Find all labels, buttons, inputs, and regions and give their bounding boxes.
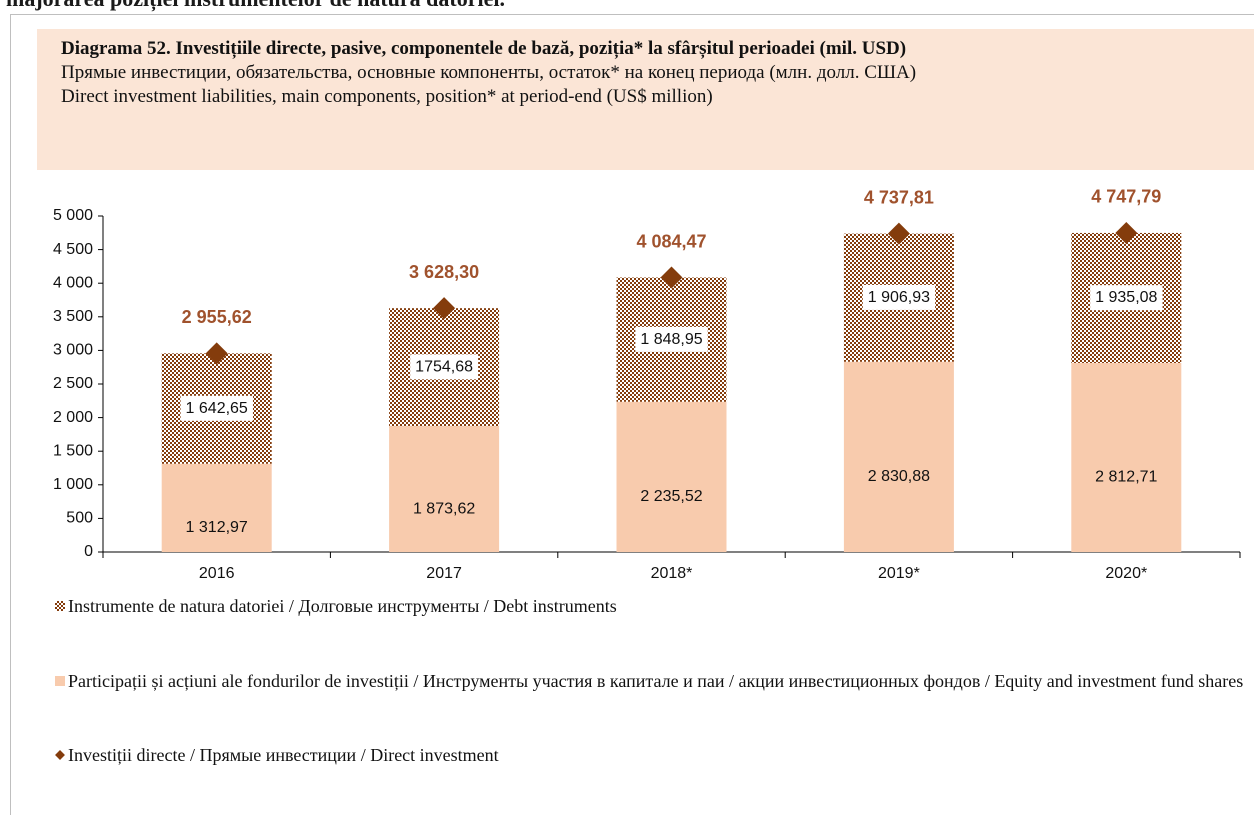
legend-entry: Participații și acțiuni ale fondurilor d… (55, 669, 1254, 693)
value-label-box (1090, 285, 1163, 311)
bar-segment (616, 401, 727, 552)
value-label: 2 830,88 (868, 468, 930, 485)
x-tick-label: 2017 (426, 565, 462, 582)
marker (433, 297, 456, 320)
value-label: 1 873,62 (413, 500, 475, 517)
legend-swatch (55, 601, 65, 611)
heading: majorarea poziției instrumentelor de nat… (6, 0, 505, 12)
bar-segment (843, 361, 954, 552)
marker (205, 342, 228, 365)
value-label: 2 955,62 (182, 307, 252, 327)
y-tick-label: 4 000 (53, 274, 93, 291)
x-tick-label: 2016 (199, 565, 235, 582)
bar-segment (389, 426, 500, 552)
value-label: 1754,68 (415, 358, 473, 375)
y-tick-label: 3 000 (53, 342, 93, 359)
legend-label: Investiții directe / Прямые инвестиции /… (68, 745, 499, 765)
y-tick-label: 2 500 (53, 375, 93, 392)
value-label: 1 642,65 (186, 400, 248, 417)
frame-line (10, 14, 11, 815)
legend-swatch (55, 750, 65, 760)
legend-entry: Instrumente de natura datoriei / Долговы… (55, 594, 1254, 618)
value-label: 1 906,93 (868, 289, 930, 306)
value-label: 4 084,47 (636, 231, 706, 251)
legend-entry: Investiții directe / Прямые инвестиции /… (55, 743, 1254, 767)
legend-label: Instrumente de natura datoriei / Долговы… (68, 596, 617, 616)
x-tick-label: 2019* (878, 565, 920, 582)
marker (1115, 221, 1138, 244)
value-label: 1 848,95 (640, 331, 702, 348)
chart-subtitle: Прямые инвестиции, обязательства, основн… (61, 62, 917, 83)
y-tick-label: 2 000 (53, 409, 93, 426)
value-label: 3 628,30 (409, 262, 479, 282)
value-label-box (635, 326, 708, 352)
value-label: 1 312,97 (186, 519, 248, 536)
value-label: 4 737,81 (864, 187, 934, 207)
value-label: 4 747,79 (1091, 187, 1161, 207)
value-label: 2 235,52 (640, 488, 702, 505)
value-label-box (180, 395, 253, 421)
chart-title: Diagrama 52. Investițiile directe, pasiv… (61, 38, 907, 59)
frame-line (10, 14, 1254, 15)
x-tick-label: 2020* (1105, 565, 1147, 582)
bar-segment (1071, 362, 1182, 552)
value-label: 2 812,71 (1095, 469, 1157, 486)
legend-swatch (55, 676, 65, 686)
y-tick-label: 4 500 (53, 241, 93, 258)
y-tick-label: 1 500 (53, 442, 93, 459)
value-label-box (410, 354, 479, 380)
chart-subtitle: Direct investment liabilities, main comp… (61, 86, 713, 107)
marker (660, 266, 683, 289)
y-tick-label: 1 000 (53, 476, 93, 493)
chart-header: Diagrama 52. Investițiile directe, pasiv… (37, 29, 1254, 170)
legend-label: Participații și acțiuni ale fondurilor d… (68, 671, 1244, 691)
marker (887, 222, 910, 245)
value-label-box (862, 284, 936, 310)
y-tick-label: 500 (66, 510, 93, 527)
y-tick-label: 5 000 (53, 207, 93, 224)
y-tick-label: 0 (84, 543, 93, 560)
value-label: 1 935,08 (1095, 289, 1157, 306)
y-tick-label: 3 500 (53, 308, 93, 325)
x-tick-label: 2018* (651, 565, 693, 582)
bar-segment (161, 463, 272, 552)
